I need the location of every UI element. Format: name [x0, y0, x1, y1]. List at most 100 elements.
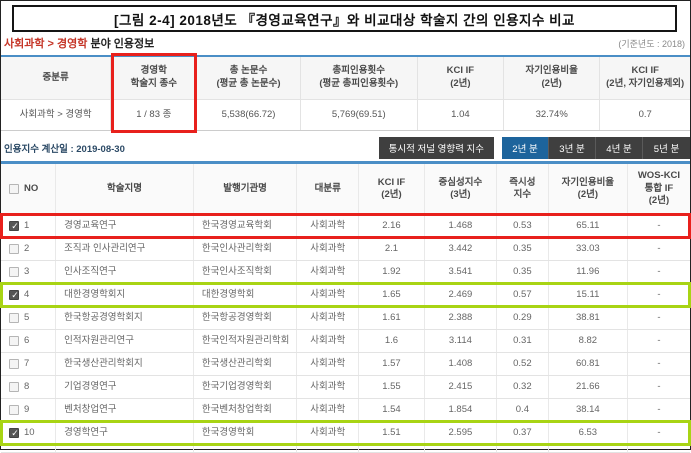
header-no: NO	[1, 164, 57, 214]
row-checkbox[interactable]	[9, 427, 20, 439]
summary-value-kci-if-excl: 0.7	[600, 99, 690, 130]
summary-header-total-papers: 총 논문수 (평균 총 논문수)	[197, 57, 301, 99]
immediacy-value: 0.29	[497, 307, 549, 329]
wos-kci-value: -	[657, 357, 661, 369]
journal-name-link[interactable]: 경영학연구	[56, 422, 194, 444]
row-checkbox[interactable]	[9, 313, 19, 323]
row-number: 1	[24, 219, 30, 231]
diachronic-impact-button[interactable]: 통시적 저널 영향력 지수	[378, 137, 494, 159]
header-immediacy: 즉시성 지수	[497, 164, 549, 214]
centrality-value: 3.114	[425, 330, 498, 352]
header-centrality: 중심성지수 (3년)	[425, 164, 498, 214]
category: 사회과학	[297, 215, 360, 237]
year-range-button[interactable]: 4년 분	[596, 137, 643, 159]
publisher-name: 한국항공경영학회	[194, 307, 298, 329]
journal-name-link[interactable]: 조직과 인사관리연구	[56, 238, 194, 260]
kci-if-value: 1.61	[359, 307, 425, 329]
year-button-group: 2년 분 3년 분 4년 분 5년 분	[502, 137, 690, 159]
row-no-cell: 9	[1, 399, 57, 421]
self-citation-value: 33.03	[549, 238, 628, 260]
kci-if-value: 1.57	[359, 353, 425, 375]
row-checkbox[interactable]	[9, 220, 20, 232]
partial-next-row	[1, 445, 690, 453]
header-kci-if: KCI IF (2년)	[359, 164, 425, 214]
row-checkbox[interactable]	[9, 336, 19, 346]
select-all-checkbox[interactable]	[9, 184, 19, 194]
year-range-button[interactable]: 3년 분	[549, 137, 596, 159]
row-checkbox[interactable]	[9, 244, 19, 254]
journal-name-link[interactable]: 한국생산관리학회지	[56, 353, 194, 375]
row-checkbox[interactable]	[9, 405, 19, 415]
row-checkbox[interactable]	[9, 382, 19, 392]
calc-date-label: 인용지수 계산일 : 2019-08-30	[4, 144, 125, 155]
table-row: 8 기업경영연구 한국기업경영학회 사회과학 1.55 2.415 0.32 2…	[1, 376, 690, 399]
summary-value-row: 사회과학 > 경영학 1 / 83 종 5,538(66.72) 5,769(6…	[1, 99, 690, 130]
journal-name-link[interactable]: 기업경영연구	[56, 376, 194, 398]
centrality-value: 2.388	[425, 307, 498, 329]
header-no-label: NO	[24, 182, 39, 194]
self-citation-value: 65.11	[549, 215, 628, 237]
immediacy-value: 0.52	[497, 353, 549, 375]
summary-header-self-citation: 자기인용비율 (2년)	[503, 57, 601, 99]
table-row: 9 벤처창업연구 한국벤처창업학회 사회과학 1.54 1.854 0.4 38…	[1, 399, 690, 422]
summary-header-row: 중분류 경영학 학술지 종수 총 논문수 (평균 총 논문수) 총피인용횟수 (…	[1, 57, 690, 99]
centrality-value: 3.442	[425, 238, 498, 260]
journal-name-link[interactable]: 대한경영학회지	[56, 284, 194, 306]
row-number: 3	[24, 265, 30, 277]
immediacy-value: 0.53	[497, 215, 549, 237]
journal-name-link[interactable]: 벤처창업연구	[56, 399, 194, 421]
row-no-cell: 1	[1, 215, 57, 237]
row-number: 9	[24, 403, 30, 415]
centrality-value: 1.408	[425, 353, 498, 375]
summary-table: 중분류 경영학 학술지 종수 총 논문수 (평균 총 논문수) 총피인용횟수 (…	[1, 53, 690, 133]
row-no-cell: 6	[1, 330, 57, 352]
row-number: 7	[24, 357, 30, 369]
publisher-name: 한국기업경영학회	[194, 376, 298, 398]
self-citation-value: 38.14	[549, 399, 628, 421]
row-checkbox[interactable]	[9, 267, 19, 277]
wos-kci-value: -	[657, 380, 661, 392]
breadcrumb-suffix: 분야 인용정보	[87, 38, 155, 50]
summary-header-midcategory: 중분류	[1, 57, 112, 99]
self-citation-value: 15.11	[549, 284, 628, 306]
immediacy-value: 0.37	[497, 422, 549, 444]
kci-if-value: 1.65	[359, 284, 425, 306]
self-citation-value: 11.96	[549, 261, 628, 283]
journal-table: NO 학술지명 발행기관명 대분류 KCI IF (2년) 중심성지수 (3년)…	[0, 164, 691, 453]
journal-name-link[interactable]: 인적자원관리연구	[56, 330, 194, 352]
header-journal-name: 학술지명	[56, 164, 194, 214]
breadcrumb-row: 사회과학 > 경영학 분야 인용정보 (기준년도 : 2018)	[4, 35, 685, 51]
row-number: 10	[24, 426, 35, 438]
toolbar: 인용지수 계산일 : 2019-08-30 통시적 저널 영향력 지수 2년 분…	[1, 137, 690, 159]
self-citation-value: 38.81	[549, 307, 628, 329]
table-row: 3 인사조직연구 한국인사조직학회 사회과학 1.92 3.541 0.35 1…	[1, 261, 690, 284]
self-citation-value: 21.66	[549, 376, 628, 398]
table-row: 10 경영학연구 한국경영학회 사회과학 1.51 2.595 0.37 6.5…	[0, 420, 691, 446]
header-publisher: 발행기관명	[194, 164, 298, 214]
breadcrumb: 사회과학 > 경영학 분야 인용정보	[4, 35, 154, 51]
summary-header-kci-if-excl: KCI IF (2년, 자기인용제외)	[600, 57, 690, 99]
figure-title-box: [그림 2-4] 2018년도 『경영교육연구』와 비교대상 학술지 간의 인용…	[12, 5, 677, 32]
row-no-cell: 4	[1, 284, 57, 306]
year-range-button[interactable]: 5년 분	[643, 137, 690, 159]
year-range-button[interactable]: 2년 분	[502, 137, 549, 159]
row-checkbox[interactable]	[9, 359, 19, 369]
publisher-name: 한국인사관리학회	[194, 238, 298, 260]
centrality-value: 2.595	[425, 422, 498, 444]
row-no-cell: 10	[1, 422, 57, 444]
row-no-cell: 3	[1, 261, 57, 283]
kci-if-value: 1.54	[359, 399, 425, 421]
centrality-value: 1.854	[425, 399, 498, 421]
journal-name-link[interactable]: 인사조직연구	[56, 261, 194, 283]
table-row: 6 인적자원관리연구 한국인적자원관리학회 사회과학 1.6 3.114 0.3…	[1, 330, 690, 353]
journal-name-link[interactable]: 한국항공경영학회지	[56, 307, 194, 329]
table-row: 4 대한경영학회지 대한경영학회 사회과학 1.65 2.469 0.57 15…	[0, 282, 691, 308]
self-citation-value: 6.53	[549, 422, 628, 444]
row-checkbox[interactable]	[9, 289, 20, 301]
table-row: 1 경영교육연구 한국경영교육학회 사회과학 2.16 1.468 0.53 6…	[0, 213, 691, 239]
category: 사회과학	[297, 376, 360, 398]
journal-name-link[interactable]: 경영교육연구	[56, 215, 194, 237]
table-row: 7 한국생산관리학회지 한국생산관리학회 사회과학 1.57 1.408 0.5…	[1, 353, 690, 376]
row-number: 5	[24, 311, 30, 323]
self-citation-value: 8.82	[549, 330, 628, 352]
